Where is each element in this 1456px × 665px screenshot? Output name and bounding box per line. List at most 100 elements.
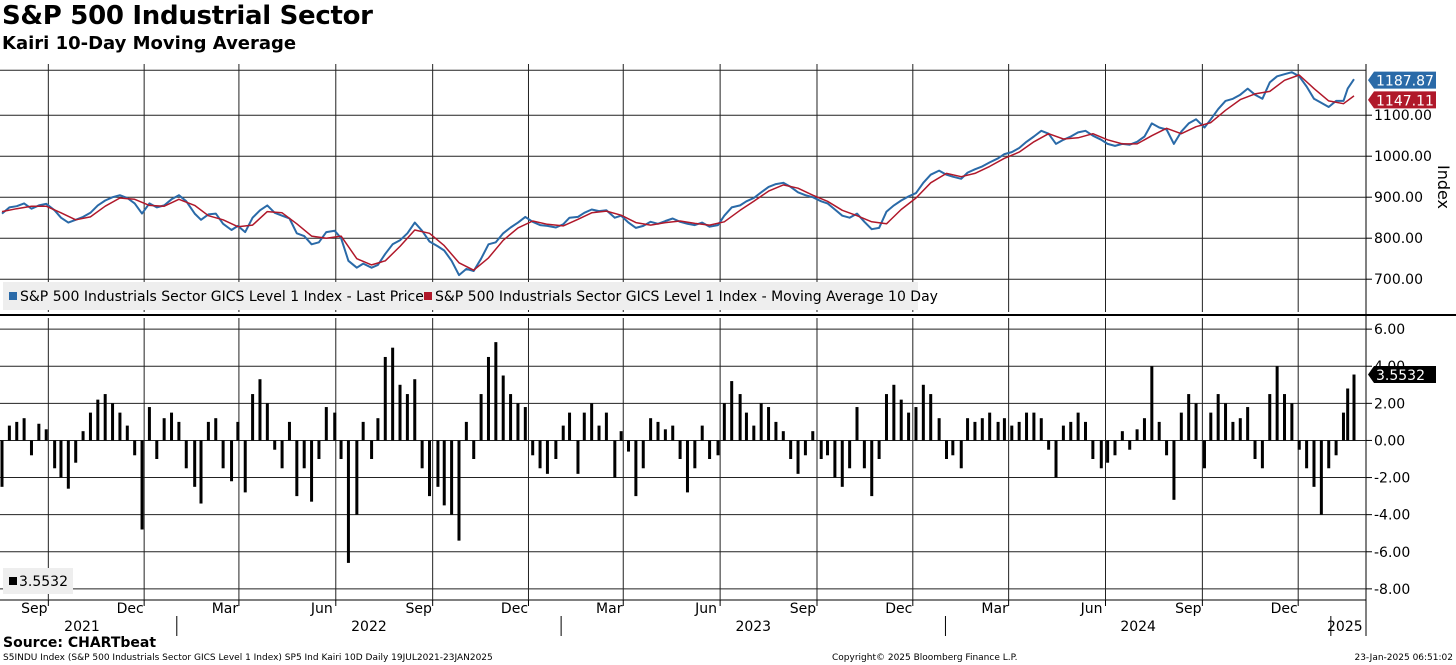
kairi-bar: [685, 440, 689, 493]
kairi-bar: [370, 440, 374, 459]
kairi-bar: [884, 394, 888, 441]
chart-source: Source: CHARTbeat: [3, 635, 157, 651]
kairi-bar: [118, 412, 122, 441]
kairi-bar: [1305, 440, 1309, 469]
kairi-bar: [870, 440, 874, 497]
kairi-bar: [230, 440, 234, 482]
kairi-bar: [811, 431, 815, 441]
kairi-bar: [88, 412, 92, 441]
kairi-bar: [738, 394, 742, 441]
kairi-bar: [1312, 440, 1316, 487]
kairi-bar: [177, 421, 181, 441]
kairi-value-tag: 3.5532: [1368, 366, 1436, 384]
kairi-bar: [937, 418, 941, 441]
kairi-bar: [597, 425, 601, 441]
kairi-bar: [1069, 421, 1073, 441]
kairi-bar: [464, 421, 468, 441]
x-tick-label: Mar: [212, 601, 239, 617]
kairi-bar: [959, 440, 963, 469]
kairi-bar: [1297, 440, 1301, 450]
kairi-bar: [980, 418, 984, 441]
kairi-bar: [103, 394, 107, 441]
kairi-bar: [1283, 394, 1287, 441]
kairi-bar: [1275, 366, 1279, 441]
kairi-bar: [789, 440, 793, 459]
kairi-bar: [582, 412, 586, 441]
kairi-bar: [1216, 394, 1220, 441]
year-label: 2023: [735, 619, 771, 635]
kairi-bar: [929, 394, 933, 441]
kairi-bar: [37, 423, 41, 441]
kairi-bar: [604, 412, 608, 441]
kairi-bar: [1202, 440, 1206, 469]
kairi-bar: [663, 429, 667, 441]
kairi-bar: [1346, 388, 1350, 441]
kairi-bar: [287, 421, 291, 441]
chart-description: S5INDU Index (S&P 500 Industrials Sector…: [3, 653, 493, 663]
top-legend: S&P 500 Industrials Sector GICS Level 1 …: [3, 282, 938, 310]
kairi-bar: [1010, 425, 1014, 441]
x-tick-label: Dec: [1271, 601, 1298, 617]
kairi-bar: [1157, 421, 1161, 441]
legend-background: [3, 282, 918, 310]
series-line-moving-average: [1, 74, 1355, 271]
kairi-bar: [767, 407, 771, 441]
kairi-bar: [1179, 412, 1183, 441]
kairi-bar: [619, 431, 623, 441]
kairi-bar: [193, 440, 197, 487]
kairi-bar: [531, 440, 535, 456]
kairi-bar: [1083, 421, 1087, 441]
kairi-bar: [44, 429, 48, 441]
kairi-bar: [538, 440, 542, 469]
kairi-bar: [568, 412, 572, 441]
y-tick-label: -4.00: [1374, 508, 1410, 524]
kairi-bar: [413, 379, 417, 441]
kairi-bar: [53, 440, 57, 469]
legend-label-moving-average: S&P 500 Industrials Sector GICS Level 1 …: [435, 289, 938, 305]
kairi-bar: [1268, 394, 1272, 441]
kairi-bar: [966, 418, 970, 441]
bottom-legend: 3.5532: [3, 568, 73, 594]
kairi-bar: [1099, 440, 1103, 469]
kairi-bar: [862, 440, 866, 469]
y-tick-label: -8.00: [1374, 582, 1410, 598]
kairi-bar: [346, 440, 350, 563]
y-tick-label: 900.00: [1374, 190, 1423, 206]
legend-label-last-price: S&P 500 Industrials Sector GICS Level 1 …: [20, 289, 424, 305]
kairi-bar: [125, 425, 129, 441]
kairi-bar: [140, 440, 144, 530]
kairi-bar: [516, 403, 520, 441]
kairi-bar: [921, 384, 925, 441]
moving-average-tag-shape: [1368, 91, 1436, 109]
kairi-bar: [310, 440, 314, 502]
kairi-bar: [656, 421, 660, 441]
kairi-bar: [184, 440, 188, 469]
kairi-bar: [1172, 440, 1176, 500]
y-axis-title: Index: [1434, 165, 1453, 209]
kairi-bar: [1032, 412, 1036, 441]
kairi-bar: [280, 440, 284, 469]
legend-label-kairi: 3.5532: [19, 574, 68, 590]
kairi-bar: [899, 399, 903, 441]
kairi-bar: [1025, 412, 1029, 441]
kairi-bar: [833, 440, 837, 478]
kairi-bar: [81, 431, 85, 441]
x-tick-label: Dec: [501, 601, 528, 617]
kairi-bar: [0, 440, 4, 487]
kairi-bar: [973, 421, 977, 441]
kairi-bar: [848, 440, 852, 469]
y-tick-label: 2.00: [1374, 396, 1405, 412]
kairi-bar: [1187, 394, 1191, 441]
kairi-bar: [1017, 421, 1021, 441]
kairi-bar: [361, 421, 365, 441]
kairi-bar: [162, 418, 166, 441]
y-tick-label: -6.00: [1374, 545, 1410, 561]
last-price-tag-shape: [1368, 71, 1436, 89]
kairi-bar: [945, 440, 949, 459]
kairi-bar: [22, 418, 26, 441]
kairi-bar: [1260, 440, 1264, 469]
kairi-bar: [59, 440, 63, 478]
kairi-bar: [420, 440, 424, 469]
kairi-bar: [494, 342, 498, 441]
kairi-bar: [509, 394, 513, 441]
